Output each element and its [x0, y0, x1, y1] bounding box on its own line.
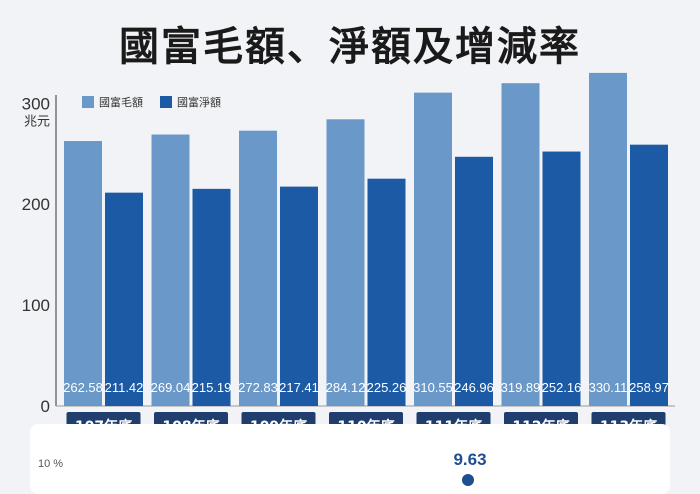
- bar-value-label: 272.83: [238, 380, 278, 395]
- bar-gross: [589, 72, 627, 406]
- bar-value-label: 319.89: [501, 380, 541, 395]
- bar-value-label: 330.11: [589, 380, 628, 395]
- bar-gross: [326, 119, 365, 406]
- bar-value-label: 211.42: [105, 380, 144, 395]
- legend-swatch: [160, 96, 172, 108]
- legend-label: 國富毛額: [99, 95, 143, 109]
- bar-gross: [501, 83, 540, 407]
- growth-point-label: 9.63: [453, 450, 487, 469]
- y-tick-label: 100: [22, 296, 50, 315]
- bar-value-label: 269.04: [151, 380, 191, 395]
- chart-title: 國富毛額、淨額及增減率: [119, 24, 581, 70]
- legend-swatch: [82, 96, 94, 108]
- bar-net: [367, 178, 406, 406]
- y-tick-label: 300: [22, 94, 50, 113]
- y-tick-label: 0: [41, 397, 50, 416]
- bar-gross: [151, 134, 190, 407]
- y-tick-label: 200: [22, 195, 50, 214]
- bar-net: [192, 188, 231, 406]
- growth-point-marker: [462, 474, 474, 486]
- bar-value-label: 310.55: [413, 380, 453, 395]
- bar-value-label: 217.41: [279, 380, 319, 395]
- bar-net: [105, 192, 143, 406]
- bar-value-label: 225.26: [367, 380, 407, 395]
- bar-value-label: 246.96: [454, 380, 494, 395]
- growth-rate-panel: 10 % 9.63: [30, 424, 670, 494]
- bar-chart: 0100200300兆元262.58211.42107年底269.04215.1…: [22, 72, 675, 439]
- growth-y-tick: 10 %: [38, 458, 64, 470]
- y-unit-label: 兆元: [24, 114, 50, 129]
- legend-label: 國富淨額: [177, 95, 221, 109]
- bar-gross: [414, 92, 452, 406]
- bar-value-label: 262.58: [63, 380, 103, 395]
- bar-gross: [239, 130, 277, 406]
- bar-net: [455, 156, 493, 406]
- bar-gross: [64, 141, 102, 407]
- bar-net: [280, 186, 318, 406]
- bar-value-label: 284.12: [326, 380, 366, 395]
- bar-value-label: 258.97: [629, 380, 669, 395]
- bar-value-label: 215.19: [192, 380, 232, 395]
- bar-net: [630, 144, 668, 406]
- bar-net: [542, 151, 581, 406]
- bar-value-label: 252.16: [542, 380, 582, 395]
